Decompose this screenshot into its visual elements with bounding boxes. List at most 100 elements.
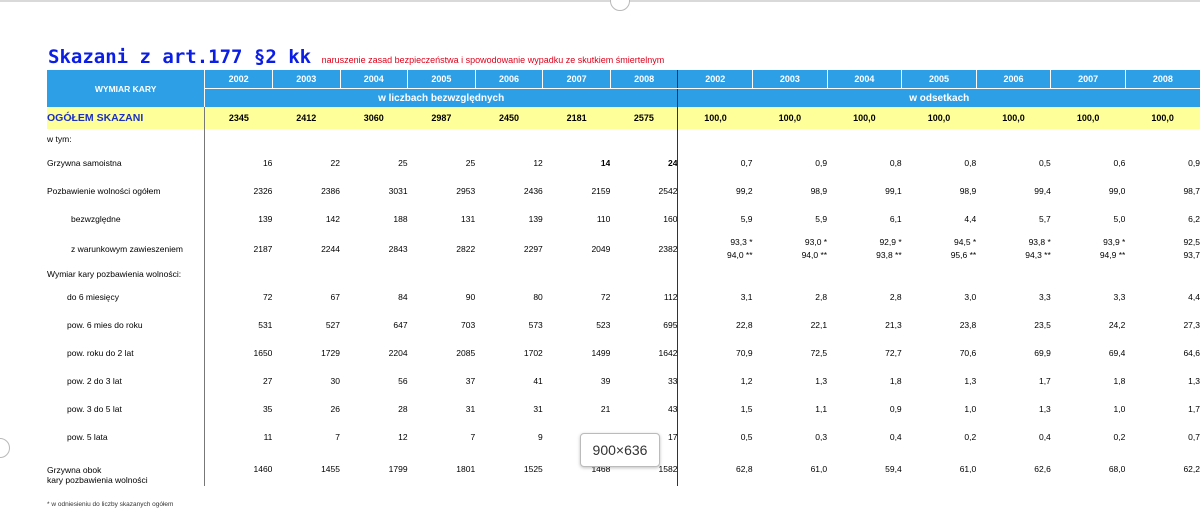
pct-cell: 1,3 [1038,404,1051,414]
pct-line-2: 93,7 [1183,250,1200,260]
empty-cell [827,265,902,283]
abs-cell: 25 [465,158,476,168]
abs-cell: 2953 [456,186,476,196]
empty-cell [340,129,408,149]
year-header-abs: 2006 [474,70,543,89]
resize-handle-top[interactable] [610,0,630,11]
abs-cell: 56 [398,376,408,386]
pct-cell: 2,8 [889,292,902,302]
abs-cell: 2159 [591,186,611,196]
empty-cell [753,265,828,283]
abs-cell: 573 [528,320,543,330]
abs-cell: 9 [538,432,543,442]
pct-cell: 93,3 * 94,0 ** [678,233,753,265]
table-row: pow. roku do 2 lat 1650 1729 2204 2085 1702 14… [47,339,1200,367]
pct-line-1: 93,3 * [730,237,753,247]
abs-cell: 33 [610,367,679,395]
abs-cell: 1650 [253,348,273,358]
pct-cell: 0,5 [1038,158,1051,168]
abs-cell: 30 [330,376,340,386]
pct-cell: 6,2 [1188,214,1200,224]
year-header-pct: 2007 [1050,70,1126,89]
pct-cell: 0,2 [1113,432,1126,442]
empty-cell [902,265,977,283]
row-label: bezwzględne [47,205,206,233]
total-abs-cell: 2575 [610,107,679,129]
empty-cell [205,129,273,149]
empty-cell [475,129,543,149]
abs-cell: 80 [533,292,543,302]
pct-cell: 1,2 [740,376,753,386]
total-abs-cell: 2450 [475,107,543,129]
pct-cell: 27,3 [1183,320,1200,330]
abs-cell: 31 [533,404,543,414]
table-row: pow. 5 lata 11 7 12 7 9 17 0,5 0,3 0,4 0,2 0,4 0,2 0,… [47,423,1200,451]
table-row: pow. 3 do 5 lat 35 26 28 31 31 21 43 1,5 1,1 0,9 1,… [47,395,1200,423]
empty-cell [976,265,1051,283]
pct-cell: 98,7 [1183,186,1200,196]
row-label: pow. 3 do 5 lat [47,395,206,423]
abs-cell: 139 [528,214,543,224]
abs-cell: 1642 [610,339,679,367]
abs-cell: 72 [600,292,611,302]
abs-cell: 3031 [388,186,408,196]
abs-cell: 112 [610,283,679,311]
abs-cell: 2436 [523,186,543,196]
abs-cell: 1460 [253,463,273,474]
row-label-line-2: kary pozbawienia wolności [47,475,148,485]
abs-cell: 2326 [253,186,273,196]
table-row: bezwzględne 139 142 188 131 139 110 160 5,9 5,9 6,… [47,205,1200,233]
abs-cell: 1801 [456,463,476,474]
table-row: pow. 2 do 3 lat 27 30 56 37 41 39 33 1,2 1,3 1,8 1,… [47,367,1200,395]
pct-cell: 99,0 [1108,186,1126,196]
pct-cell: 72,5 [810,348,828,358]
pct-cell: 4,4 [1188,292,1200,302]
empty-cell [610,129,679,149]
pct-cell: 0,9 [1188,158,1200,168]
abs-cell: 131 [461,214,476,224]
row-label: pow. roku do 2 lat [47,339,206,367]
pct-cell: 5,9 [815,214,828,224]
row-label: do 6 miesięcy [47,283,206,311]
pct-cell: 2,8 [815,292,828,302]
pct-cell: 1,3 [815,376,828,386]
abs-cell: 41 [533,376,543,386]
pct-cell: 0,7 [740,158,753,168]
pct-cell: 98,9 [810,186,828,196]
table-row: z warunkowym zawieszeniem 2187 2244 2843 282… [47,233,1200,265]
pct-cell: 1,3 [964,376,977,386]
pct-cell: 98,9 [959,186,977,196]
abs-cell: 39 [600,376,611,386]
row-label: z warunkowym zawieszeniem [47,233,206,265]
abs-cell: 1468 [591,463,611,474]
abs-cell: 37 [465,376,476,386]
subheader-pct: w odsetkach [677,88,1200,107]
pct-line-1: 94,5 * [954,237,977,247]
pct-cell: 1,1 [815,404,828,414]
row-label: pow. 5 lata [47,423,206,451]
total-pct-cell: 100,0 [1125,107,1200,129]
pct-cell: 0,5 [740,432,753,442]
pct-cell: 1,0 [964,404,977,414]
pct-line-2: 93,8 ** [876,250,902,260]
pct-line-1: 93,9 * [1103,237,1126,247]
wtym-label: w tym: [47,129,206,149]
abs-cell: 1799 [388,463,408,474]
abs-cell: 110 [596,214,611,224]
empty-cell [1051,265,1126,283]
pct-cell: 70,9 [736,348,753,358]
pct-cell: 69,9 [1034,348,1051,358]
pct-line-2: 95,6 ** [950,250,977,260]
abs-cell: 1499 [591,348,611,358]
abs-cell: 1729 [321,348,340,358]
pct-cell: 92,5 93,7 [1125,233,1200,265]
pct-cell: 22,8 [736,320,753,330]
resize-handle-left[interactable] [0,438,10,458]
abs-cell: 35 [262,404,273,414]
pct-line-2: 94,0 ** [727,250,753,260]
pct-cell: 6,1 [889,214,902,224]
pct-cell: 0,3 [815,432,828,442]
pct-cell: 99,4 [1034,186,1051,196]
year-header-pct: 2004 [826,70,902,89]
pct-cell: 3,3 [1038,292,1051,302]
